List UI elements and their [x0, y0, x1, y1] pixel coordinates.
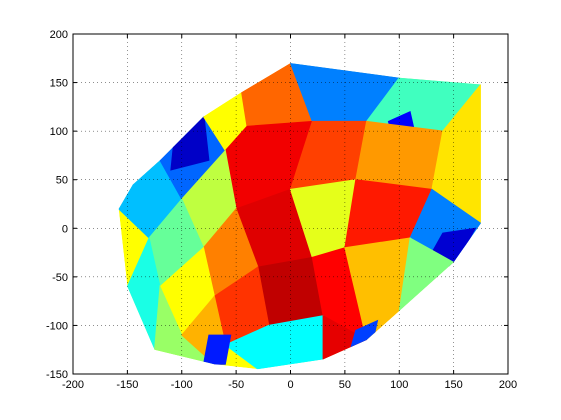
y-tick-label: -50	[52, 272, 68, 284]
surface-patch	[355, 120, 444, 190]
surface-patches	[118, 63, 481, 370]
y-tick-label: 200	[50, 29, 68, 41]
y-tick-label: 0	[62, 223, 68, 235]
y-tick-label: 100	[50, 126, 68, 138]
x-tick-label: 200	[499, 379, 517, 391]
surface-patch	[398, 237, 455, 313]
x-tick-label: 100	[390, 379, 408, 391]
grid-lines	[73, 34, 508, 374]
x-tick-label: 0	[287, 379, 293, 391]
x-tick-label: 150	[444, 379, 462, 391]
x-tick-label: -100	[171, 379, 193, 391]
axis-ticks	[72, 33, 509, 375]
surface-patch	[257, 256, 324, 326]
surface-patch	[202, 334, 232, 365]
y-tick-label: 150	[50, 78, 68, 90]
x-tick-label: 50	[339, 379, 351, 391]
x-tick-label: -200	[62, 379, 84, 391]
surface-patch	[431, 83, 481, 225]
x-tick-label: -50	[228, 379, 244, 391]
y-tick-labels: -150 -100 -50 0 50 100 150 200	[46, 29, 68, 381]
y-tick-label: 50	[56, 175, 68, 187]
y-tick-label: -100	[46, 320, 68, 332]
y-tick-label: -150	[46, 369, 68, 381]
x-tick-label: -150	[116, 379, 138, 391]
x-tick-labels: -200 -150 -100 -50 0 50 100 150 200	[62, 379, 517, 391]
